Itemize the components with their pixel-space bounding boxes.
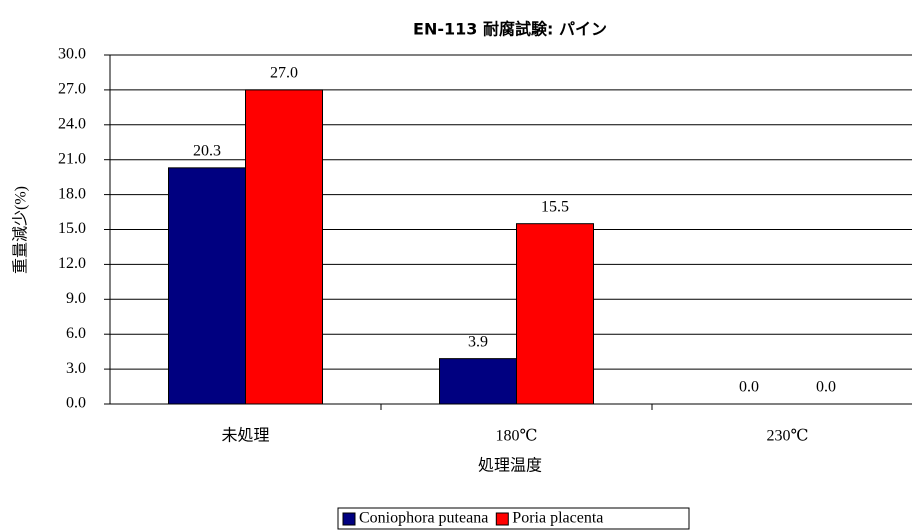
- value-label: 0.0: [739, 379, 759, 396]
- bar: [439, 358, 517, 405]
- y-tick-label: 18.0: [58, 185, 86, 202]
- y-tick-label: 9.0: [66, 290, 86, 307]
- y-tick-label: 21.0: [58, 150, 86, 167]
- x-axis-label: 処理温度: [478, 457, 542, 475]
- y-tick-label: 27.0: [58, 81, 86, 98]
- y-tick-label: 15.0: [58, 220, 86, 237]
- y-tick-label: 30.0: [58, 46, 86, 63]
- y-tick-label: 0.0: [66, 395, 86, 412]
- bar: [168, 167, 246, 405]
- y-axis-label: 重量減少(%): [12, 186, 30, 274]
- legend-swatch: [495, 512, 509, 526]
- value-label: 3.9: [468, 333, 488, 350]
- x-tick-label: 未処理: [221, 427, 269, 445]
- bar: [516, 223, 594, 405]
- value-label: 0.0: [816, 379, 836, 396]
- x-tick-label: 230℃: [767, 428, 809, 445]
- legend-label: Poria placenta: [512, 510, 603, 527]
- value-label: 15.5: [541, 198, 569, 215]
- x-tick-label: 180℃: [496, 428, 538, 445]
- chart-title: EN-113 耐腐試験: パイン: [413, 20, 607, 39]
- value-label: 20.3: [193, 143, 221, 160]
- bar: [245, 89, 323, 405]
- legend-box: [337, 507, 690, 530]
- legend-label: Coniophora puteana: [359, 510, 488, 527]
- y-tick-label: 3.0: [66, 360, 86, 377]
- value-label: 27.0: [270, 65, 298, 82]
- y-tick-label: 6.0: [66, 325, 86, 342]
- legend-swatch: [342, 512, 356, 526]
- y-tick-label: 24.0: [58, 115, 86, 132]
- y-tick-label: 12.0: [58, 255, 86, 272]
